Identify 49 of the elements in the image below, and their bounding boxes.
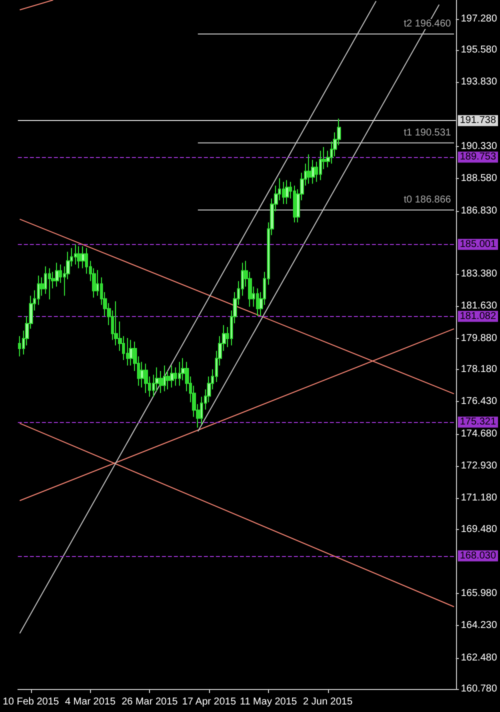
candlestick xyxy=(144,363,148,394)
candlestick xyxy=(178,361,181,386)
y-tick-label: 179.880 xyxy=(460,332,498,344)
candlestick xyxy=(170,365,174,388)
y-tick-label: 174.680 xyxy=(460,428,498,440)
candlestick xyxy=(307,154,311,184)
legend-label: t2 196.460 xyxy=(404,18,452,30)
ref-line-label: 189.753 xyxy=(460,152,496,163)
y-tick-label: 165.980 xyxy=(460,588,498,600)
y-tick-label: 178.180 xyxy=(460,364,498,376)
y-tick-label: 183.380 xyxy=(460,268,498,280)
candlestick xyxy=(48,268,51,300)
y-tick-label: 169.480 xyxy=(460,524,498,535)
y-tick-label: 186.830 xyxy=(460,205,498,216)
ref-line-label: 168.030 xyxy=(460,550,496,562)
y-tick-label: 195.580 xyxy=(460,44,498,56)
y-tick-label: 160.780 xyxy=(460,684,498,694)
ref-line-label: 175.321 xyxy=(460,416,496,428)
y-tick-label: 190.330 xyxy=(460,141,498,152)
y-tick-label: 176.430 xyxy=(460,396,498,408)
candlestick xyxy=(319,150,322,181)
candlestick xyxy=(55,262,59,288)
candlestick xyxy=(256,288,259,316)
x-tick-label: 26 Mar 2015 xyxy=(122,696,178,708)
candlestick xyxy=(126,337,129,366)
candlestick xyxy=(163,365,166,392)
x-tick-label: 2 Jun 2015 xyxy=(303,696,353,708)
ref-line-label: 185.001 xyxy=(460,238,496,250)
x-tick-label: 10 Feb 2015 xyxy=(2,696,60,708)
y-tick-label: 172.930 xyxy=(460,460,498,472)
candlestick xyxy=(74,244,77,266)
x-tick-label: 17 Apr 2015 xyxy=(182,696,236,708)
y-tick-label: 162.480 xyxy=(460,652,498,664)
ref-line-label: 191.738 xyxy=(460,115,496,126)
ref-line-label: 181.082 xyxy=(460,310,496,322)
series-label: t1 190.531 xyxy=(404,127,452,138)
y-tick-label: 171.180 xyxy=(460,492,498,504)
y-tick-label: 188.580 xyxy=(460,173,498,184)
candlestick xyxy=(293,185,296,223)
candlestick xyxy=(282,181,285,204)
y-tick-label: 164.230 xyxy=(460,620,498,632)
series-label: t0 186.866 xyxy=(404,194,452,206)
x-tick-label: 11 May 2015 xyxy=(240,696,298,708)
y-tick-label: 181.630 xyxy=(460,300,498,312)
candlestick xyxy=(77,246,81,269)
x-tick-label: 4 Mar 2015 xyxy=(64,696,116,708)
candlestick xyxy=(285,180,289,204)
y-tick-label: 197.280 xyxy=(460,13,498,24)
y-tick-label: 193.830 xyxy=(460,76,498,88)
